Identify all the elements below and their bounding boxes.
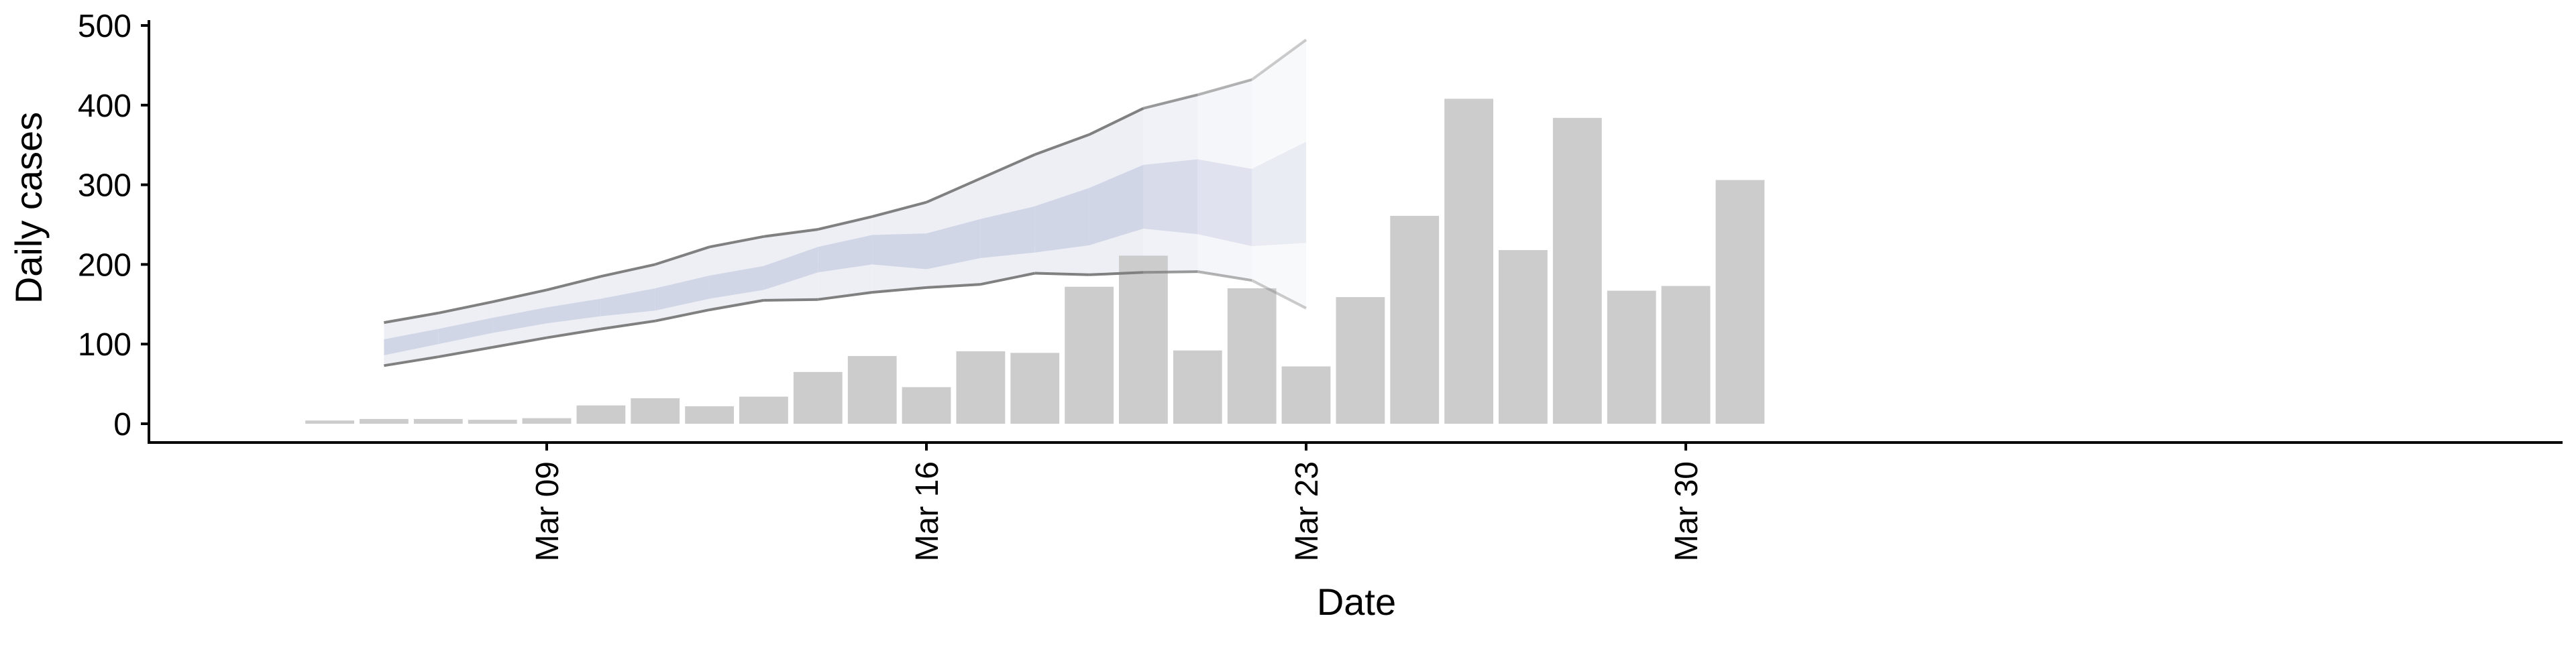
inner-band-segment	[547, 298, 601, 324]
inner-band-segment	[1252, 141, 1306, 247]
upper-bound-line-segment	[546, 275, 602, 292]
lower-bound-line-segment	[1034, 272, 1089, 276]
upper-bound-line-segment	[763, 228, 818, 238]
lower-bound-line-segment	[1251, 279, 1307, 310]
upper-bound-line-segment	[437, 300, 493, 314]
inner-band-segment	[384, 329, 439, 355]
upper-bound-line-segment	[926, 177, 981, 204]
bar-2020-03-06	[360, 418, 409, 424]
bar-2020-03-11	[631, 398, 680, 424]
x-tick-label: Mar 23	[1289, 461, 1325, 561]
upper-bound-line-segment	[709, 235, 764, 249]
inner-band-segment	[872, 233, 926, 270]
upper-bound-line-segment	[384, 311, 439, 325]
bar-2020-03-23	[1281, 366, 1331, 424]
upper-bound-line-segment	[980, 153, 1036, 180]
bar-2020-03-29	[1607, 290, 1656, 424]
x-axis-title: Date	[1317, 581, 1396, 623]
inner-band-segment	[763, 247, 818, 290]
inner-band-segment	[926, 219, 981, 270]
bar-2020-03-25	[1390, 215, 1440, 424]
bar-2020-03-31	[1715, 180, 1765, 424]
lower-bound-line-segment	[600, 319, 655, 331]
x-tick-label: Mar 09	[530, 461, 566, 561]
bar-2020-03-19	[1065, 286, 1114, 424]
lower-bound-line-segment	[1197, 270, 1252, 282]
lower-bound-line-segment	[871, 286, 927, 294]
upper-bound-line-segment	[492, 288, 547, 304]
upper-bound-line-segment	[600, 263, 656, 278]
bar-2020-03-21	[1173, 350, 1222, 424]
upper-bound-line-segment	[871, 200, 927, 219]
bar-2020-03-17	[956, 351, 1006, 424]
upper-bound-line-segment	[1250, 38, 1307, 81]
lower-bound-line-segment	[709, 298, 764, 312]
y-tick-label: 300	[78, 168, 131, 204]
lower-bound-line-segment	[1089, 271, 1144, 276]
lower-bound-line-segment	[818, 291, 873, 301]
y-tick-label: 100	[78, 327, 131, 363]
projection-bands	[384, 40, 1306, 366]
bar-2020-03-09	[522, 418, 572, 424]
y-tick-label: 400	[78, 89, 131, 124]
bar-2020-03-18	[1010, 353, 1060, 424]
bar-2020-03-10	[576, 405, 626, 424]
upper-bound-line-segment	[1197, 78, 1252, 97]
y-axis-title: Daily cases	[7, 112, 50, 304]
inner-band-segment	[438, 317, 493, 345]
lower-bound-line-segment	[384, 355, 439, 367]
outer-band-segment	[1197, 79, 1252, 281]
inner-band-segment	[655, 276, 710, 311]
bar-2020-03-28	[1552, 117, 1602, 424]
inner-band-segment	[1034, 188, 1089, 253]
bar-2020-03-26	[1444, 99, 1493, 424]
inner-band-segment	[1197, 159, 1252, 247]
upper-bound-line-segment	[1142, 93, 1198, 110]
outer-band-segment	[1252, 40, 1306, 308]
axes: 0 100 200 300 400 500 Mar 09 Mar 16 Mar 23 Mar 30	[78, 9, 2563, 561]
inner-band-segment	[1089, 164, 1144, 245]
observed-bars	[305, 99, 1765, 424]
bar-2020-03-20	[1119, 255, 1168, 424]
lower-bound-line-segment	[492, 336, 547, 349]
bar-2020-03-22	[1227, 288, 1277, 424]
x-tick-label: Mar 16	[910, 461, 945, 561]
bar-2020-03-24	[1336, 297, 1385, 424]
bar-2020-03-07	[413, 418, 463, 424]
inner-band-segment	[709, 266, 764, 299]
inner-band-segment	[492, 307, 547, 333]
y-tick-label: 200	[78, 247, 131, 283]
lower-bound-line-segment	[980, 272, 1036, 286]
bar-2020-03-12	[685, 406, 734, 424]
bar-2020-03-16	[902, 387, 951, 424]
inner-band-segment	[980, 206, 1035, 258]
bar-2020-03-14	[793, 371, 843, 424]
lower-bound-line-segment	[437, 346, 493, 359]
bar-2020-03-27	[1499, 250, 1548, 424]
y-tick-label: 500	[78, 9, 131, 44]
upper-bound-line-segment	[817, 215, 873, 231]
upper-bound-line-segment	[1034, 133, 1090, 156]
projection-bound-lines	[384, 38, 1307, 367]
bar-2020-03-15	[847, 356, 897, 424]
lower-bound-line-segment	[926, 283, 981, 289]
upper-bound-line-segment	[1088, 107, 1144, 136]
lower-bound-line-segment	[655, 308, 710, 322]
bar-2020-03-13	[739, 396, 788, 424]
bar-2020-03-30	[1661, 286, 1711, 424]
upper-bound-line-segment	[655, 245, 710, 266]
x-tick-label: Mar 30	[1669, 461, 1705, 561]
y-tick-label: 0	[113, 407, 131, 443]
inner-band-segment	[818, 235, 873, 273]
bar-2020-03-05	[305, 420, 354, 424]
bar-2020-03-08	[468, 420, 517, 424]
inner-band-segment	[600, 288, 655, 316]
inner-band-segment	[1143, 159, 1198, 235]
lower-bound-line-segment	[546, 327, 602, 339]
